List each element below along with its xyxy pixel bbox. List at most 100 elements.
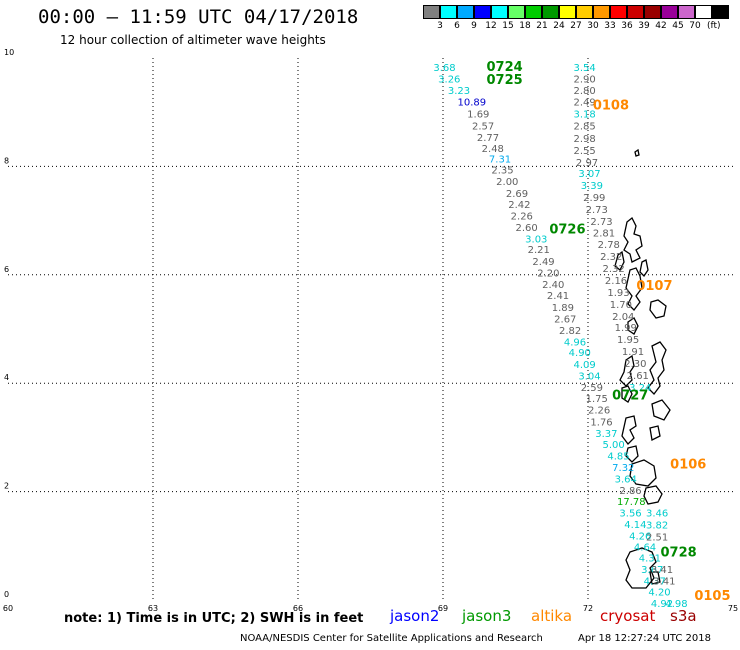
- island-outline: [651, 399, 671, 421]
- wave-height-value: 2.57: [472, 122, 494, 133]
- wave-height-value: 4.85: [607, 452, 629, 463]
- wave-height-value: 3.03: [525, 234, 547, 245]
- wave-height-value: 1.91: [622, 347, 644, 358]
- wave-height-value: 3.04: [578, 371, 600, 382]
- wave-height-value: 4.31: [639, 554, 661, 565]
- legend-label: 70: [689, 21, 701, 31]
- pass-time-label: 0107: [636, 279, 672, 294]
- satellite-altika: altika: [531, 607, 573, 625]
- legend-label: 12: [485, 21, 497, 31]
- x-tick-label: 63: [148, 604, 158, 613]
- wave-height-value: 17.78: [617, 497, 646, 508]
- wave-height-value: 2.97: [576, 158, 598, 169]
- island-outline: [649, 299, 667, 319]
- legend-label: 24: [553, 21, 565, 31]
- wave-height-value: 2.78: [598, 240, 620, 251]
- wave-height-value: 2.48: [482, 144, 504, 155]
- legend-swatch: [457, 5, 474, 19]
- pass-time-label: 0108: [593, 98, 629, 113]
- wave-height-value: 4.90: [569, 348, 591, 359]
- x-tick-label: 60: [3, 604, 13, 613]
- wave-height-value: 2.73: [590, 217, 612, 228]
- wave-height-value: 3.23: [448, 86, 470, 97]
- wave-height-value: 3.67: [641, 565, 663, 576]
- wave-height-value: 4.20: [648, 588, 670, 599]
- wave-height-value: 4.14: [624, 520, 646, 531]
- legend-swatch: [559, 5, 576, 19]
- wave-height-values: 3.683.263.2310.891.692.572.772.487.312.3…: [433, 63, 687, 610]
- y-tick-label: 0: [4, 590, 9, 599]
- wave-height-value: 4.09: [574, 360, 596, 371]
- legend-label: 33: [604, 21, 616, 31]
- legend-label: 30: [587, 21, 599, 31]
- satellite-s3a: s3a: [670, 607, 697, 625]
- wave-height-value: 2.77: [477, 133, 499, 144]
- pass-time-label: 0728: [661, 546, 697, 561]
- legend-swatch: [593, 5, 610, 19]
- legend-label: 21: [536, 21, 548, 31]
- wave-height-value: 2.73: [586, 205, 608, 216]
- legend-label: 3: [437, 21, 443, 31]
- x-tick-label: 69: [438, 604, 448, 613]
- island-outline: [627, 317, 639, 335]
- wave-height-value: 2.32: [603, 264, 625, 275]
- wave-height-value: 1.99: [615, 323, 637, 334]
- legend-label: 6: [454, 21, 460, 31]
- footer-note: note: 1) Time is in UTC; 2) SWH is in fe…: [64, 611, 364, 626]
- legend-swatch: [508, 5, 525, 19]
- wave-height-value: 3.37: [595, 429, 617, 440]
- wave-height-value: 1.89: [552, 303, 574, 314]
- wave-height-value: 2.80: [574, 86, 596, 97]
- wave-height-value: 3.41: [651, 565, 673, 576]
- wave-height-value: 2.26: [588, 406, 610, 417]
- wave-height-value: 2.04: [612, 312, 634, 323]
- wave-height-value: 1.70: [610, 300, 632, 311]
- legend-swatch: [440, 5, 457, 19]
- legend-label: 27: [570, 21, 582, 31]
- coastline-islands: [614, 148, 671, 589]
- wave-height-value: 2.20: [537, 268, 559, 279]
- wave-height-value: 2.98: [574, 134, 596, 145]
- wave-height-value: 2.86: [619, 486, 641, 497]
- legend-swatch: [542, 5, 559, 19]
- credit-line: NOAA/NESDIS Center for Satellite Applica…: [240, 633, 543, 644]
- satellite-jason2: jason2: [390, 607, 440, 625]
- wave-height-value: 1.69: [467, 110, 489, 121]
- satellite-jason3: jason3: [462, 607, 512, 625]
- legend-swatch: [678, 5, 695, 19]
- legend-label: 42: [655, 21, 667, 31]
- generation-timestamp: Apr 18 12:27:24 UTC 2018: [578, 633, 711, 644]
- legend-label: 36: [621, 21, 633, 31]
- island-outline: [625, 445, 639, 463]
- legend-swatch: [661, 5, 678, 19]
- wave-height-value: 2.60: [516, 223, 538, 234]
- y-tick-label: 10: [4, 48, 14, 57]
- legend-swatch: [525, 5, 542, 19]
- wave-height-value: 3.39: [581, 181, 603, 192]
- wave-height-value: 2.16: [605, 276, 627, 287]
- island-outline: [621, 385, 633, 403]
- wave-height-value: 5.00: [603, 440, 625, 451]
- wave-height-value: 4.98: [665, 599, 687, 610]
- wave-height-value: 2.49: [532, 257, 554, 268]
- satellite-cryosat: cryosat: [600, 607, 656, 625]
- wave-height-value: 2.82: [559, 326, 581, 337]
- legend-label: 15: [502, 21, 514, 31]
- y-tick-label: 6: [4, 265, 9, 274]
- legend-label: 18: [519, 21, 531, 31]
- wave-height-value: 2.85: [574, 122, 596, 133]
- wave-height-value: 2.90: [574, 74, 596, 85]
- wave-height-value: 7.31: [489, 155, 511, 166]
- wave-height-value: 3.82: [646, 520, 668, 531]
- wave-height-value: 3.46: [646, 509, 668, 520]
- wave-height-value: 2.26: [511, 212, 533, 223]
- wave-height-value: 3.64: [615, 474, 637, 485]
- wave-height-value: 2.99: [583, 193, 605, 204]
- wave-height-value: 2.51: [646, 532, 668, 543]
- wave-height-value: 2.30: [624, 359, 646, 370]
- island-outline: [625, 547, 657, 589]
- wave-height-value: 2.59: [581, 383, 603, 394]
- wave-height-value: 3.18: [574, 110, 596, 121]
- pass-time-label: 0724: [487, 60, 523, 75]
